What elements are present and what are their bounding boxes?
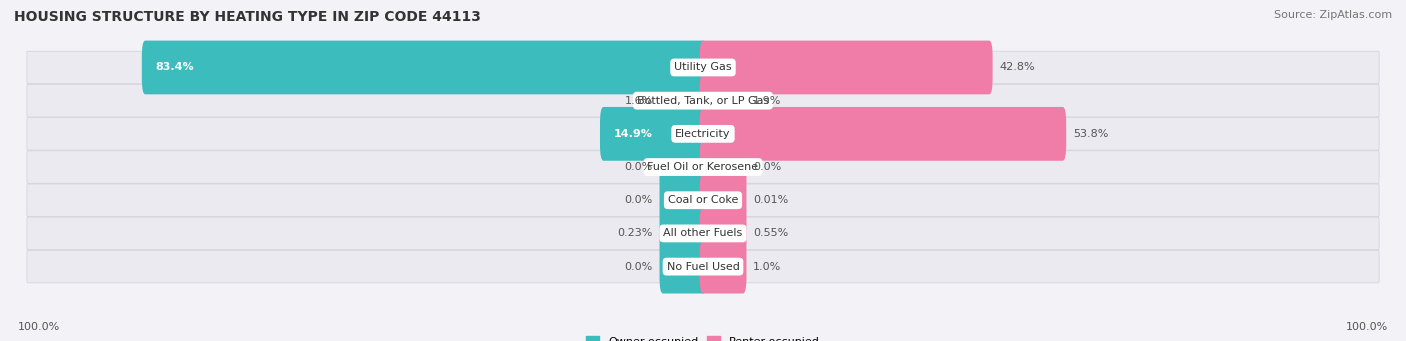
Text: 14.9%: 14.9% [613, 129, 652, 139]
Text: 100.0%: 100.0% [18, 322, 60, 332]
FancyBboxPatch shape [700, 173, 747, 227]
Text: 0.0%: 0.0% [624, 195, 652, 205]
Text: 0.01%: 0.01% [754, 195, 789, 205]
Text: Coal or Coke: Coal or Coke [668, 195, 738, 205]
Text: 53.8%: 53.8% [1073, 129, 1108, 139]
Text: 42.8%: 42.8% [1000, 62, 1035, 73]
Text: 0.0%: 0.0% [754, 162, 782, 172]
Text: 0.0%: 0.0% [624, 262, 652, 272]
FancyBboxPatch shape [700, 207, 747, 260]
Text: Source: ZipAtlas.com: Source: ZipAtlas.com [1274, 10, 1392, 20]
FancyBboxPatch shape [659, 173, 706, 227]
FancyBboxPatch shape [600, 107, 706, 161]
FancyBboxPatch shape [27, 118, 1379, 150]
FancyBboxPatch shape [27, 85, 1379, 117]
Text: 0.55%: 0.55% [754, 228, 789, 238]
FancyBboxPatch shape [27, 51, 1379, 84]
Text: 0.0%: 0.0% [624, 162, 652, 172]
FancyBboxPatch shape [700, 41, 993, 94]
Text: Fuel Oil or Kerosene: Fuel Oil or Kerosene [647, 162, 759, 172]
FancyBboxPatch shape [659, 74, 706, 128]
FancyBboxPatch shape [659, 207, 706, 260]
FancyBboxPatch shape [700, 107, 1066, 161]
Text: 1.6%: 1.6% [624, 96, 652, 106]
Text: No Fuel Used: No Fuel Used [666, 262, 740, 272]
FancyBboxPatch shape [700, 240, 747, 294]
Text: HOUSING STRUCTURE BY HEATING TYPE IN ZIP CODE 44113: HOUSING STRUCTURE BY HEATING TYPE IN ZIP… [14, 10, 481, 24]
FancyBboxPatch shape [27, 217, 1379, 250]
Text: Electricity: Electricity [675, 129, 731, 139]
FancyBboxPatch shape [700, 140, 747, 194]
Text: 83.4%: 83.4% [155, 62, 194, 73]
FancyBboxPatch shape [27, 250, 1379, 283]
FancyBboxPatch shape [27, 151, 1379, 183]
Text: 1.9%: 1.9% [754, 96, 782, 106]
FancyBboxPatch shape [659, 140, 706, 194]
Text: Bottled, Tank, or LP Gas: Bottled, Tank, or LP Gas [637, 96, 769, 106]
FancyBboxPatch shape [700, 74, 747, 128]
Text: Utility Gas: Utility Gas [675, 62, 731, 73]
Text: 1.0%: 1.0% [754, 262, 782, 272]
FancyBboxPatch shape [659, 240, 706, 294]
Text: 0.23%: 0.23% [617, 228, 652, 238]
FancyBboxPatch shape [142, 41, 706, 94]
Text: 100.0%: 100.0% [1346, 322, 1388, 332]
Text: All other Fuels: All other Fuels [664, 228, 742, 238]
Legend: Owner-occupied, Renter-occupied: Owner-occupied, Renter-occupied [586, 336, 820, 341]
FancyBboxPatch shape [27, 184, 1379, 217]
